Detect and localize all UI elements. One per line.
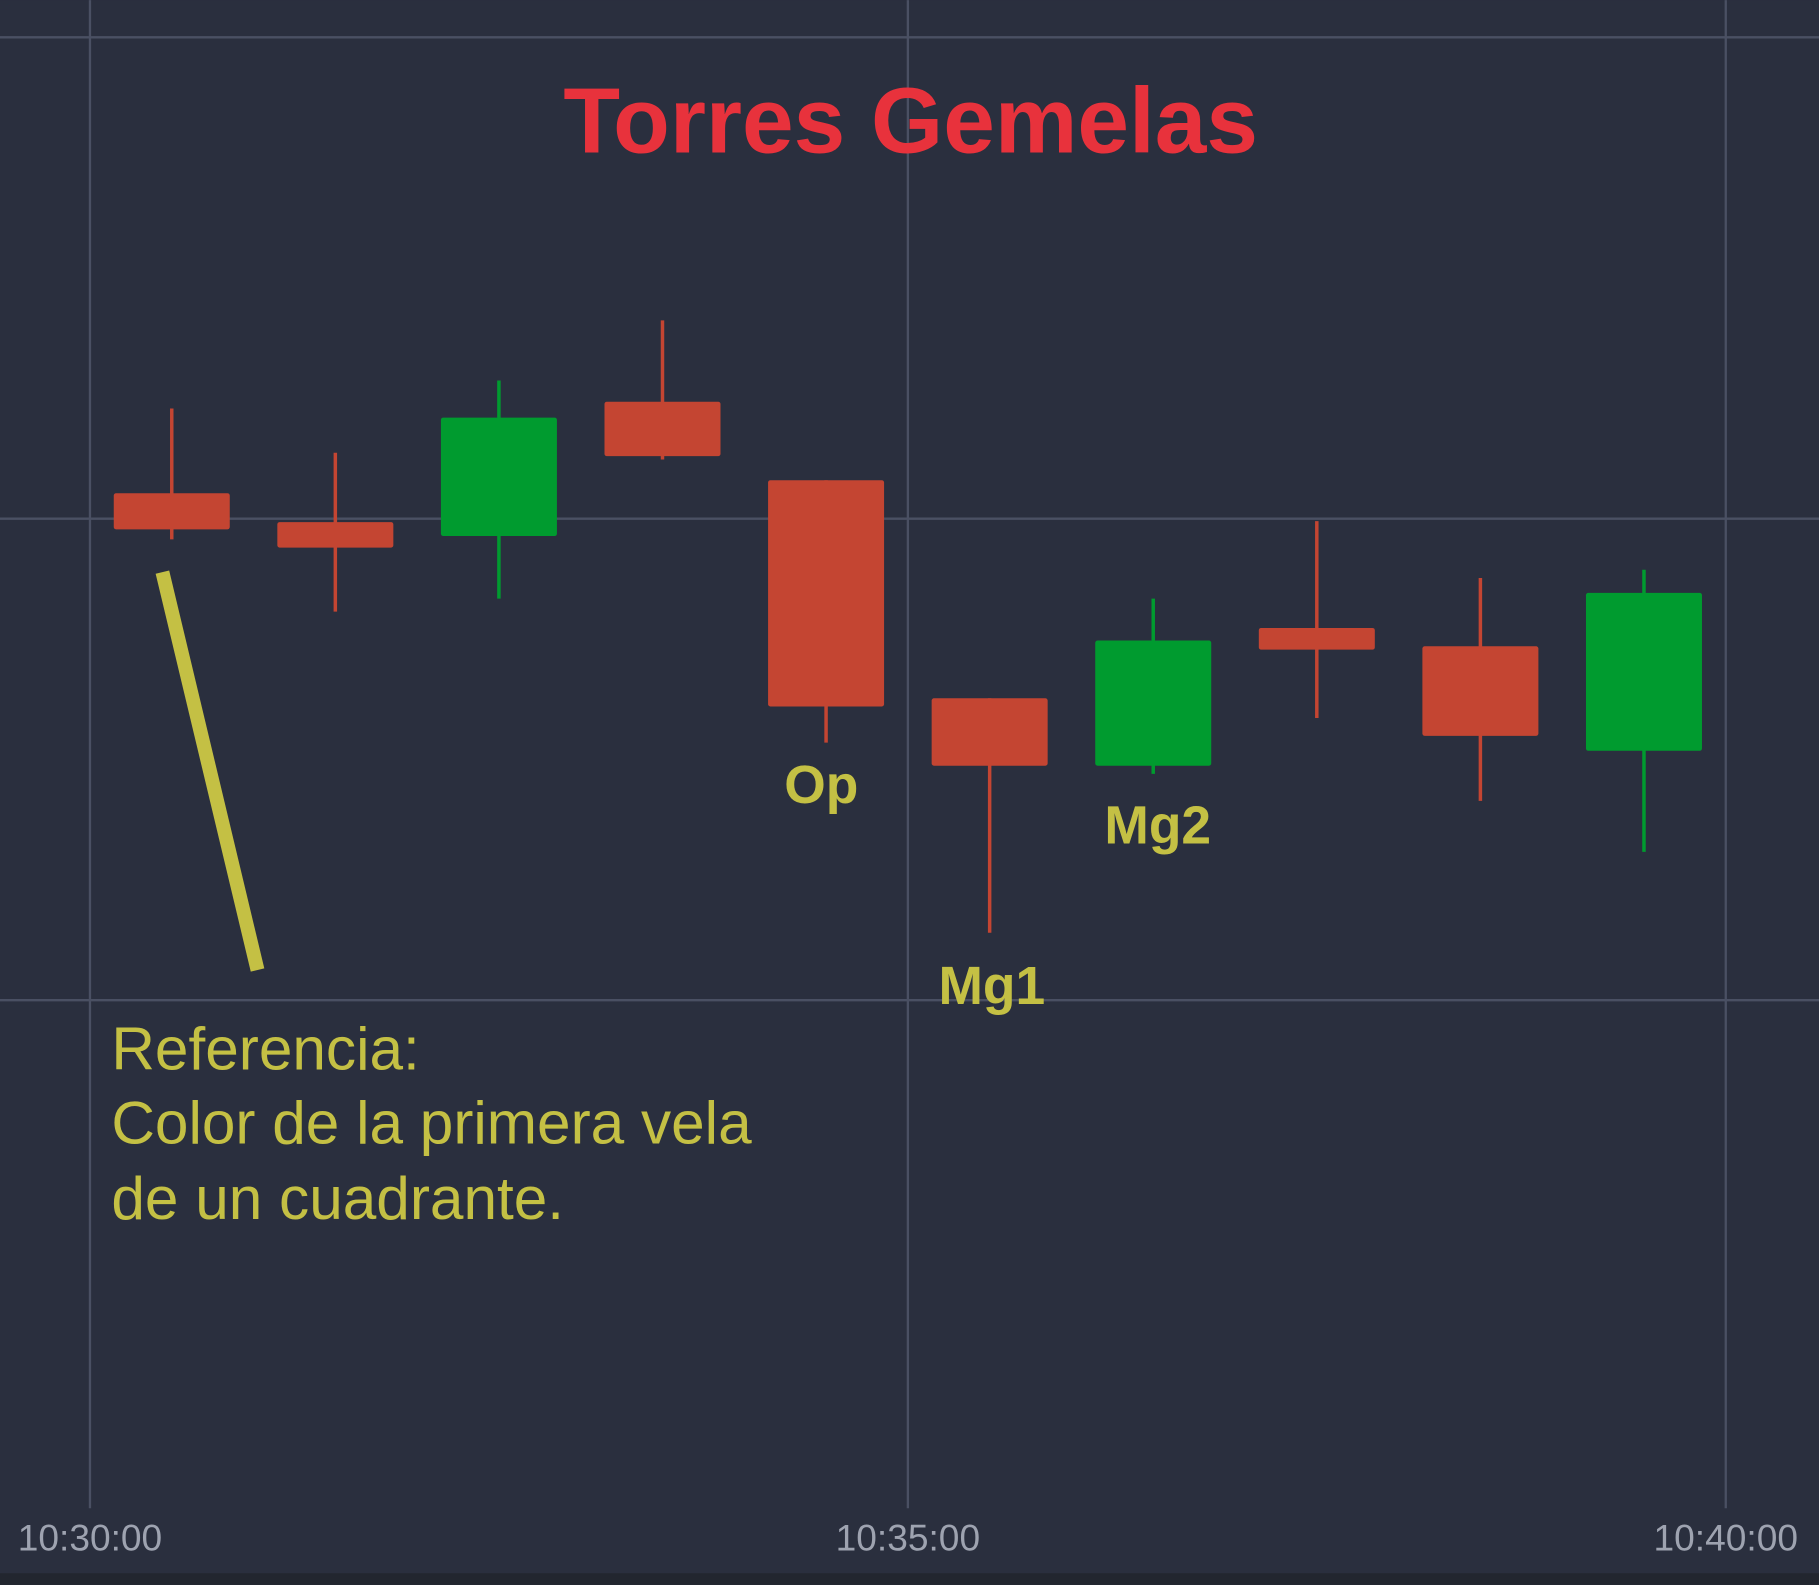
note-line: Referencia: bbox=[111, 1014, 419, 1082]
candle-body bbox=[1258, 628, 1375, 650]
candle-body bbox=[768, 480, 885, 707]
annotation: Mg2 bbox=[1104, 797, 1211, 856]
candles bbox=[113, 320, 1702, 933]
annotation: Mg1 bbox=[938, 957, 1045, 1016]
chart-title: Torres Gemelas bbox=[563, 68, 1258, 172]
candle-body bbox=[1095, 640, 1212, 766]
x-tick-label: 10:35:00 bbox=[836, 1517, 980, 1559]
pointer-line bbox=[155, 570, 265, 972]
x-tick-label: 10:30:00 bbox=[18, 1517, 162, 1559]
annotation: Op bbox=[784, 756, 858, 815]
bottom-strip bbox=[0, 1573, 1819, 1585]
candle-body bbox=[440, 417, 557, 537]
candle-body bbox=[1585, 592, 1702, 751]
note-line: de un cuadrante. bbox=[111, 1164, 564, 1232]
candle-body bbox=[1422, 646, 1539, 736]
candle-body bbox=[604, 401, 721, 457]
candle-body bbox=[113, 493, 230, 530]
candle-body bbox=[931, 698, 1048, 766]
x-tick-label: 10:40:00 bbox=[1654, 1517, 1798, 1559]
candle-body bbox=[277, 522, 394, 548]
note-line: Color de la primera vela bbox=[111, 1089, 752, 1157]
